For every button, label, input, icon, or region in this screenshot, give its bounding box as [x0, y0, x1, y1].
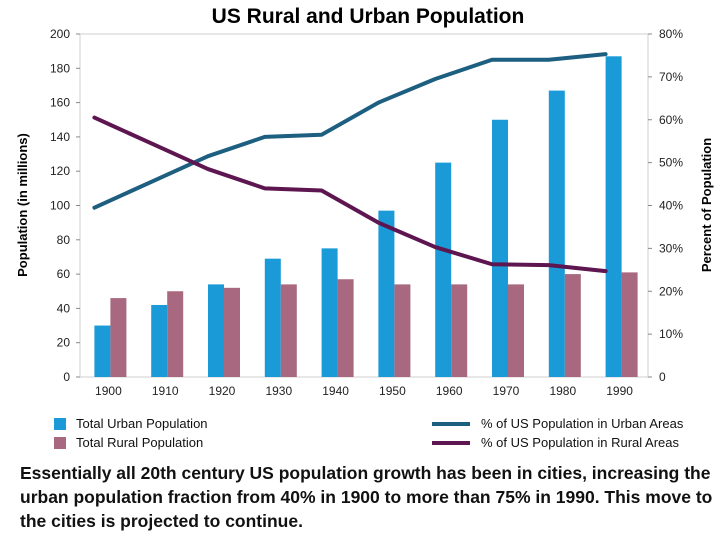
y2-axis-label: Percent of Population [699, 138, 714, 272]
urban-bar [548, 90, 565, 377]
y2-tick-label: 10% [659, 327, 683, 341]
rural-bar [451, 284, 468, 377]
chart: US Rural and Urban Population 0 20 40 60 80 1… [15, 5, 714, 398]
y-tick-label: 0 [63, 370, 70, 384]
x-tick-label: 1960 [436, 384, 463, 398]
y-tick-label: 100 [50, 199, 70, 213]
y-tick-label: 40 [57, 301, 71, 315]
left-axis: 0 20 40 60 80 100 120 140 160 180 200 [50, 27, 80, 384]
y-tick-label: 60 [57, 267, 71, 281]
x-tick-label: 1990 [606, 384, 633, 398]
rural-bar [167, 291, 184, 377]
rural-bar [394, 284, 411, 377]
y2-tick-label: 30% [659, 241, 683, 255]
legend-item-urban: Total Urban Population [54, 414, 208, 433]
y2-tick-label: 50% [659, 156, 683, 170]
right-axis: 0 10% 20% 30% 40% 50% 60% 70% 80% [648, 27, 683, 384]
urban-bar [151, 304, 168, 377]
legend-bars: Total Urban Population Total Rural Popul… [54, 414, 208, 452]
y-axis-label: Population (in millions) [15, 133, 30, 277]
y-tick-label: 160 [50, 96, 70, 110]
rural-percent-line [92, 115, 608, 274]
rural-bar [280, 284, 297, 377]
x-tick-label: 1980 [549, 384, 576, 398]
urban-bar [94, 325, 111, 377]
legend-item-urban-pct: % of US Population in Urban Areas [432, 414, 683, 433]
y2-tick-label: 80% [659, 27, 683, 41]
legend-swatch-urban [54, 417, 66, 430]
x-tick-label: 1970 [493, 384, 520, 398]
urban-bar [264, 258, 281, 377]
urban-bar [321, 248, 338, 377]
y2-tick-label: 0 [659, 370, 666, 384]
urban-bar [208, 284, 224, 377]
y-tick-label: 80 [57, 233, 71, 247]
rural-bar [110, 298, 127, 377]
x-tick-label: 1950 [379, 384, 406, 398]
y-tick-label: 200 [50, 27, 70, 41]
y-tick-label: 120 [50, 164, 70, 178]
chart-title: US Rural and Urban Population [212, 5, 525, 28]
urban-bar [435, 162, 452, 377]
rural-bar [564, 274, 581, 377]
y-tick-label: 140 [50, 130, 70, 144]
lines [92, 52, 608, 274]
legend-label-rural-pct: % of US Population in Rural Areas [481, 435, 679, 450]
legend-swatch-rural [54, 436, 66, 449]
x-axis: 1900 1910 1920 1930 1940 1950 1960 1970 1980 1990 [95, 384, 633, 398]
legend-lines: % of US Population in Urban Areas % of U… [432, 414, 683, 452]
urban-bar [605, 56, 622, 378]
legend-swatch-urban-pct [432, 421, 470, 426]
caption: Essentially all 20th century US populati… [20, 463, 713, 531]
urban-bar [492, 119, 508, 377]
y2-tick-label: 60% [659, 113, 683, 127]
urban-percent-line [92, 52, 608, 210]
rural-bar [337, 279, 354, 377]
rural-bar [621, 272, 638, 377]
rural-bar [224, 287, 240, 377]
urban-bar [378, 210, 395, 377]
legend-label-urban-pct: % of US Population in Urban Areas [481, 416, 684, 431]
legend-item-rural-pct: % of US Population in Rural Areas [432, 433, 683, 452]
legend-swatch-rural-pct [432, 440, 470, 445]
legend-label-urban: Total Urban Population [76, 416, 208, 431]
x-tick-label: 1930 [265, 384, 292, 398]
y2-tick-label: 20% [659, 284, 683, 298]
y-tick-label: 20 [57, 336, 71, 350]
y2-tick-label: 70% [659, 70, 683, 84]
x-tick-label: 1900 [95, 384, 122, 398]
x-tick-label: 1920 [209, 384, 236, 398]
rural-bar [508, 284, 524, 377]
legend-label-rural: Total Rural Population [76, 435, 204, 450]
y2-tick-label: 40% [659, 199, 683, 213]
x-tick-label: 1940 [322, 384, 349, 398]
x-tick-label: 1910 [152, 384, 179, 398]
legend-item-rural: Total Rural Population [54, 433, 208, 452]
bars [94, 56, 638, 378]
y-tick-label: 180 [50, 61, 70, 75]
